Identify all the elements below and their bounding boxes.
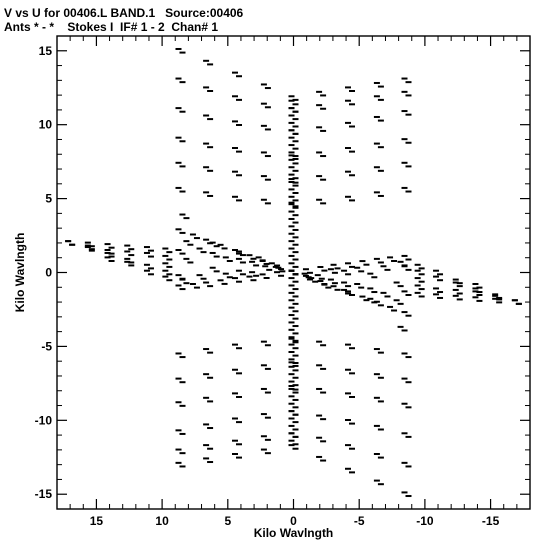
x-axis-label: Kilo Wavlngth [254, 526, 334, 540]
y-tick-label: -15 [35, 487, 53, 501]
x-tick-label: -15 [482, 514, 500, 528]
x-tick-label: 0 [290, 514, 297, 528]
y-axis-label: Kilo Wavlngth [13, 233, 27, 313]
y-tick-label: 5 [45, 192, 52, 206]
x-tick-label: -5 [354, 514, 365, 528]
x-tick-label: 5 [224, 514, 231, 528]
y-tick-label: 0 [45, 266, 52, 280]
chart-subtitle: Ants * - * Stokes I IF# 1 - 2 Chan# 1 [4, 20, 219, 34]
y-tick-label: 10 [39, 118, 53, 132]
y-tick-label: 15 [39, 44, 53, 58]
x-tick-label: -10 [416, 514, 434, 528]
chart-title: V vs U for 00406.L BAND.1 Source:00406 [4, 6, 244, 20]
y-tick-label: -10 [35, 413, 53, 427]
y-tick-label: -5 [41, 339, 52, 353]
x-tick-label: 15 [90, 514, 104, 528]
x-tick-label: 10 [155, 514, 169, 528]
plot-frame [56, 35, 531, 510]
